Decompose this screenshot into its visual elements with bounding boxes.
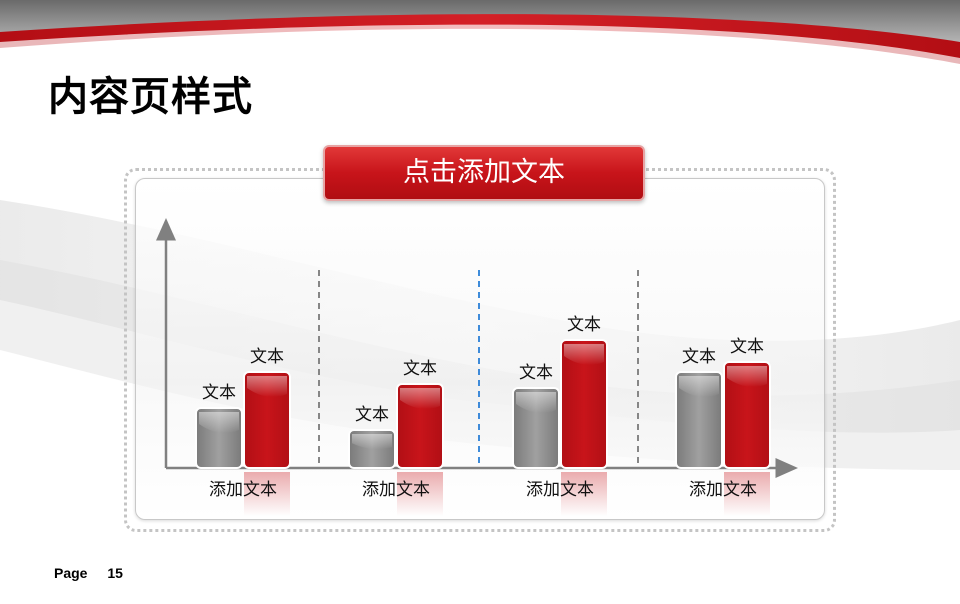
- page-footer: Page 15: [54, 565, 123, 581]
- data-label: 文本: [567, 315, 601, 335]
- data-label: 文本: [730, 337, 764, 357]
- data-label: 文本: [519, 363, 553, 383]
- data-label: 文本: [403, 359, 437, 379]
- data-label: 文本: [355, 405, 389, 425]
- data-label: 文本: [250, 347, 284, 367]
- page-number: 15: [107, 565, 123, 581]
- data-label: 文本: [682, 347, 716, 367]
- data-label: 文本: [202, 383, 236, 403]
- page-label: Page: [54, 565, 87, 581]
- category-label: 添加文本: [209, 480, 277, 500]
- category-label: 添加文本: [362, 480, 430, 500]
- category-label: 添加文本: [689, 480, 757, 500]
- category-label: 添加文本: [526, 480, 594, 500]
